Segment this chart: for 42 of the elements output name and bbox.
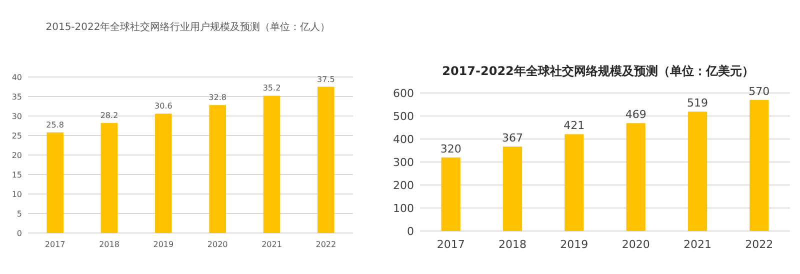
data-label: 32.8 [208, 93, 226, 102]
x-tick-label: 2018 [498, 238, 526, 251]
x-tick-label: 2022 [745, 238, 774, 251]
chart-title: 2017-2022年全球社交网络规模及预测（单位：亿美元） [442, 64, 754, 78]
data-label: 570 [748, 84, 770, 98]
y-tick-label: 40 [12, 72, 22, 82]
y-tick-label: 35 [12, 92, 22, 102]
y-tick-label: 400 [393, 132, 414, 146]
y-tick-label: 5 [16, 209, 22, 218]
x-tick-label: 2017 [436, 238, 465, 251]
x-tick-label: 2017 [44, 240, 66, 249]
y-tick-label: 200 [393, 178, 414, 192]
data-label: 35.2 [262, 84, 281, 93]
y-tick-label: 10 [12, 190, 22, 199]
x-tick-label: 2020 [622, 238, 650, 251]
data-label: 37.5 [317, 74, 335, 84]
y-tick-label: 500 [393, 110, 414, 123]
y-tick-label: 600 [393, 86, 414, 100]
y-tick-label: 20 [12, 150, 22, 160]
y-tick-label: 30 [12, 112, 22, 121]
data-label: 469 [625, 108, 646, 122]
y-tick-label: 0 [407, 224, 414, 238]
data-label: 25.8 [46, 120, 64, 130]
y-tick-label: 25 [12, 131, 22, 140]
x-tick-label: 2018 [99, 240, 120, 249]
y-tick-label: 300 [393, 156, 414, 169]
data-label: 30.6 [154, 102, 172, 111]
y-tick-label: 15 [12, 170, 22, 180]
x-tick-label: 2019 [560, 238, 588, 251]
chart-title: 2015-2022年全球社交网络行业用户规模及预测（单位：亿人） [46, 21, 330, 33]
data-label: 28.2 [100, 111, 118, 120]
data-label: 367 [502, 132, 523, 145]
data-label: 519 [687, 96, 708, 110]
data-label: 320 [440, 142, 462, 156]
x-tick-label: 2019 [153, 240, 174, 249]
data-label: 421 [564, 119, 585, 132]
x-tick-label: 2021 [262, 240, 282, 249]
x-tick-label: 2020 [207, 240, 228, 249]
x-tick-label: 2021 [684, 238, 712, 251]
x-tick-label: 2022 [316, 240, 336, 249]
y-tick-label: 0 [16, 228, 22, 238]
y-tick-label: 100 [393, 202, 414, 215]
